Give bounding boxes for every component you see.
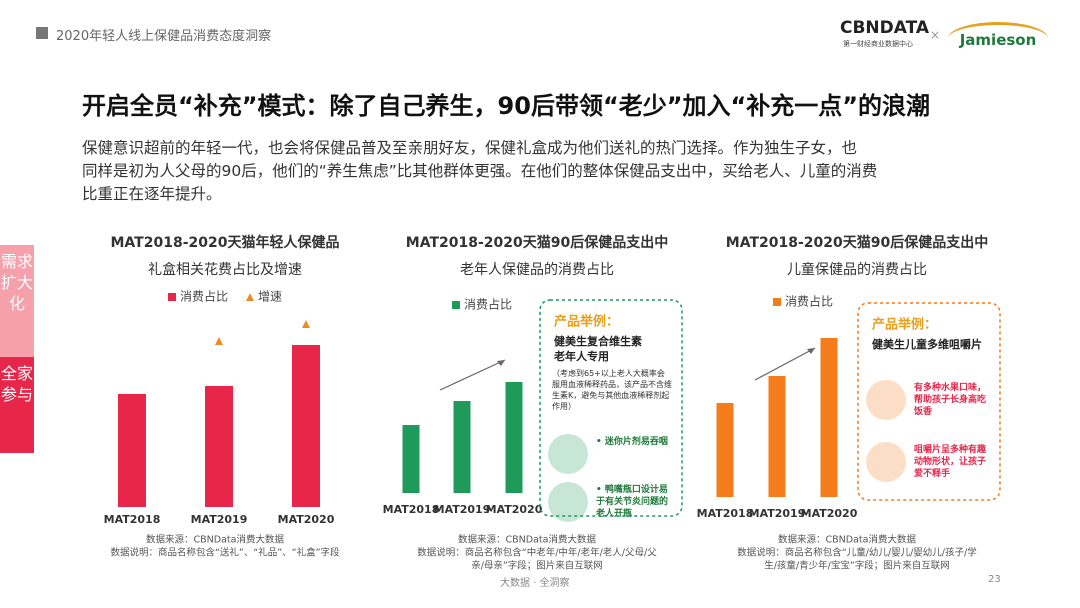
source-note: 数据说明：商品名称包含“送礼”、“礼品”、“礼盒”字段 — [110, 547, 340, 559]
arrow-head — [497, 360, 505, 366]
product-image — [548, 434, 588, 474]
product-image — [866, 442, 906, 482]
bar — [118, 394, 146, 507]
bar — [768, 376, 786, 497]
body-line: 同样是初为人父母的90后，他们的“养生焦虑”比其他群体更强。在他们的整体保健品支… — [82, 162, 878, 180]
source-note: 亲/母亲”字段；图片来自互联网 — [471, 560, 603, 572]
trend-arrow — [754, 347, 816, 381]
bar — [453, 401, 471, 493]
x-tick-label: MAT2020 — [278, 513, 335, 526]
bar — [820, 338, 838, 497]
x-tick-label: MAT2018 — [383, 503, 440, 516]
x-tick-label: MAT2020 — [486, 503, 543, 516]
callout-point: • 鸭嘴瓶口设计易于有关节炎问题的老人开瓶 — [596, 485, 669, 519]
product-image — [548, 482, 588, 522]
legend-swatch — [452, 301, 460, 309]
callout-heading: 产品举例： — [872, 317, 937, 333]
x-tick-label: MAT2019 — [191, 513, 248, 526]
logo: CBNDATA — [840, 18, 930, 38]
arrow-head — [807, 348, 815, 354]
chart-title: 儿童保健品的消费占比 — [787, 261, 927, 278]
legend-label: 消费占比 — [180, 289, 228, 304]
callout-point: 有多种水果口味，帮助孩子长身高吃饭香 — [914, 383, 987, 417]
source-note: 数据来源：CBNData消费大数据 — [778, 534, 916, 546]
chart-title: MAT2018-2020天猫年轻人保健品 — [111, 234, 340, 251]
separator: × — [930, 28, 941, 42]
source-note: 数据来源：CBNData消费大数据 — [458, 534, 596, 546]
legend-swatch — [246, 293, 254, 301]
growth-marker — [215, 337, 223, 345]
source-note: 数据来源：CBNData消费大数据 — [146, 534, 284, 546]
callout-point: • 迷你片剂易吞咽 — [596, 437, 668, 447]
footer: 大数据 · 全洞察 — [500, 578, 570, 589]
chart-title: 礼盒相关花费占比及增速 — [148, 261, 302, 278]
product-image — [866, 380, 906, 420]
legend-swatch — [168, 293, 176, 301]
callout-heading: 产品举例： — [554, 314, 619, 330]
bar — [292, 345, 320, 507]
legend-label: 消费占比 — [464, 297, 512, 312]
callout-product: 健美生儿童多维咀嚼片 — [872, 337, 982, 351]
x-tick-label: MAT2018 — [104, 513, 161, 526]
bar — [505, 382, 523, 493]
source-note: 生/孩童/青少年/宝宝”字段；图片来自互联网 — [764, 560, 950, 572]
side-tab: 需求扩大化 — [0, 245, 34, 357]
callout-product: 老年人专用 — [553, 349, 609, 363]
callout-detail: （考虑到65+以上老人大概率会服用血液稀释药品，该产品不含维生素K，避免与其他血… — [552, 369, 672, 411]
bar — [402, 425, 420, 493]
growth-marker — [302, 320, 310, 328]
chart-title: 老年人保健品的消费占比 — [460, 262, 614, 278]
body-text: 保健意识超前的年轻一代，也会将保健品普及至亲朋好友，保健礼盒成为他们送礼的热门选… — [82, 137, 877, 206]
chart-title: MAT2018-2020天猫90后保健品支出中 — [406, 234, 668, 251]
source-note: 数据说明：商品名称包含“中老年/中年/老年/老人/父母/父 — [417, 547, 657, 559]
bar — [716, 403, 734, 497]
callout-box — [857, 302, 1001, 501]
callout-point: 咀嚼片呈多种有趣动物形状，让孩子爱不释手 — [914, 445, 987, 479]
x-tick-label: MAT2018 — [697, 507, 754, 520]
callout-box — [539, 299, 683, 517]
body-line: 保健意识超前的年轻一代，也会将保健品普及至亲朋好友，保健礼盒成为他们送礼的热门选… — [82, 139, 858, 157]
report-name: 2020年轻人线上保健品消费态度洞察 — [56, 29, 272, 44]
callout-product: 健美生复合维生素 — [554, 334, 642, 348]
logo-sub: 第一财经商业数据中心 — [843, 40, 913, 48]
header-mark — [36, 27, 48, 39]
x-tick-label: MAT2019 — [749, 507, 806, 520]
chart-title: MAT2018-2020天猫90后保健品支出中 — [726, 234, 988, 251]
partner-logo: Jamieson — [948, 22, 1048, 55]
legend-label: 消费占比 — [785, 294, 833, 309]
bar — [205, 386, 233, 507]
trend-arrow — [439, 359, 506, 391]
side-tab: 全家参与 — [0, 357, 34, 453]
slide-title: 开启全员“补充”模式：除了自己养生，90后带领“老少”加入“补充一点”的浪潮 — [82, 92, 931, 120]
page-number: 23 — [988, 574, 1001, 585]
source-note: 数据说明：商品名称包含“儿童/幼儿/婴儿/婴幼儿/孩子/学 — [737, 547, 976, 559]
body-line: 比重正在逐年提升。 — [82, 185, 222, 203]
x-tick-label: MAT2020 — [801, 507, 858, 520]
x-tick-label: MAT2019 — [434, 503, 491, 516]
legend-label: 增速 — [258, 290, 282, 304]
legend-swatch — [773, 298, 781, 306]
